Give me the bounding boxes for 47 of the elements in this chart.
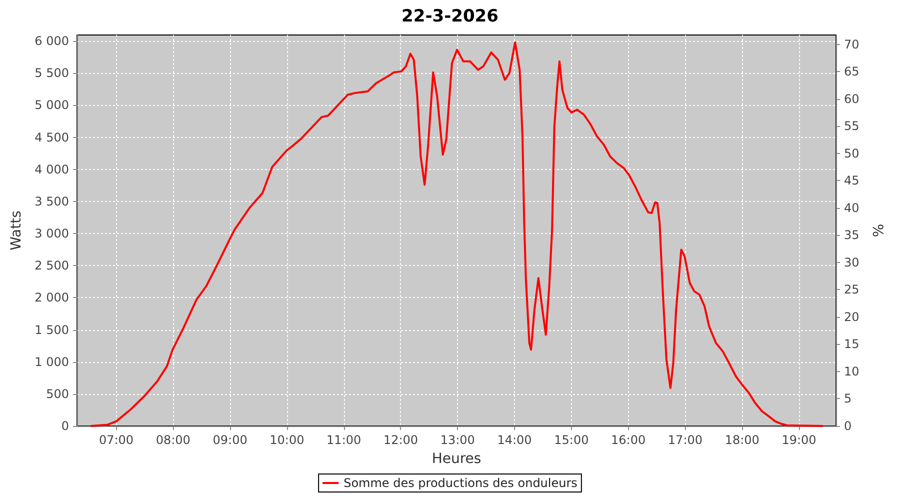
y-tick-label: 2 500 (34, 258, 69, 273)
y-tick-label: 2 000 (34, 290, 69, 305)
y-tick-label: 500 (46, 386, 69, 401)
x-tick-label: 15:00 (554, 433, 589, 447)
x-tick-label: 13:00 (440, 433, 475, 447)
y2-tick-label: 30 (844, 255, 860, 270)
y2-tick-label: 25 (844, 282, 860, 297)
x-tick-label: 09:00 (212, 433, 248, 447)
y2-tick-label: 10 (844, 364, 860, 378)
y2-tick-label: 5 (844, 392, 852, 406)
y2-tick-label: 20 (844, 310, 860, 324)
x-tick-label: 11:00 (326, 433, 362, 447)
legend-label: Somme des productions des onduleurs (344, 476, 578, 490)
x-tick-label: 10:00 (270, 433, 304, 447)
x-tick-label: 17:00 (668, 433, 703, 447)
y-tick-label: 1 000 (34, 354, 69, 369)
x-tick-label: 18:00 (724, 433, 760, 447)
y-tick-label: 3 000 (34, 226, 69, 241)
y-tick-label: 5 500 (34, 66, 69, 80)
y-tick-label: 0 (61, 419, 69, 433)
y2-tick-label: 55 (844, 119, 860, 134)
y-tick-label: 5 000 (34, 98, 69, 112)
chart-title: 22-3-2026 (402, 6, 498, 26)
y2-tick-label: 40 (844, 200, 860, 215)
y-tick-label: 4 000 (34, 162, 69, 176)
y2-tick-label: 70 (844, 37, 860, 52)
x-tick-label: 14:00 (497, 433, 532, 447)
y2-tick-label: 65 (844, 64, 860, 79)
y2-tick-label: 15 (844, 337, 860, 352)
line-series (90, 41, 824, 427)
y2-tick-label: 50 (844, 146, 860, 160)
y2-tick-label: 35 (844, 228, 860, 242)
y2-tick-label: 60 (844, 92, 860, 106)
y-tick-label: 4 500 (34, 130, 69, 144)
y-tick-label: 1 500 (34, 322, 69, 337)
x-axis-title: Heures (432, 451, 482, 467)
y2-axis-title: % (869, 224, 886, 238)
x-tick-label: 07:00 (98, 433, 134, 447)
y-tick-label: 6 000 (34, 34, 69, 48)
x-tick-label: 19:00 (782, 433, 816, 447)
y-axis-title: Watts (8, 210, 25, 250)
x-tick-label: 16:00 (611, 433, 646, 447)
x-tick-label: 12:00 (383, 433, 418, 447)
x-tick-label: 08:00 (156, 433, 190, 447)
y2-tick-label: 0 (844, 419, 852, 433)
y2-tick-label: 45 (844, 174, 860, 188)
y-tick-label: 3 500 (34, 194, 69, 208)
